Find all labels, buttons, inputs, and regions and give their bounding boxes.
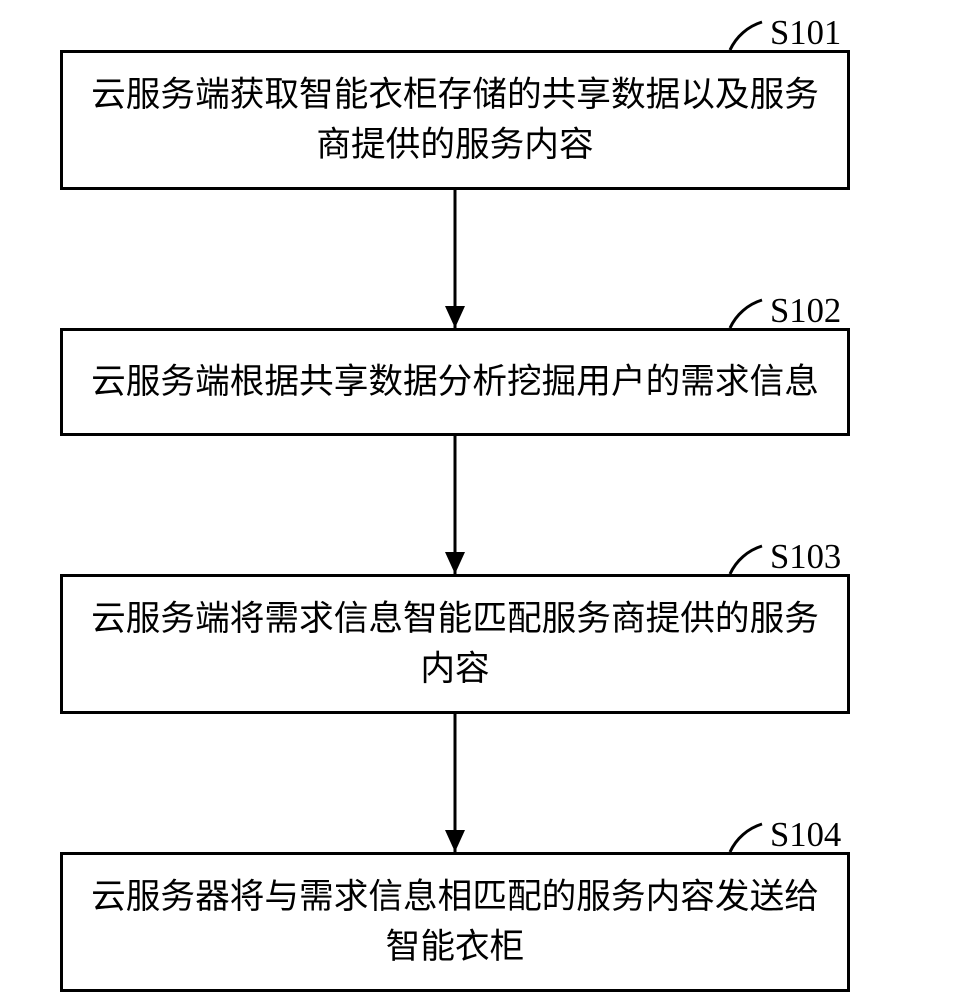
flowchart-stage: 云服务端获取智能衣柜存储的共享数据以及服务商提供的服务内容 S101 云服务端根…: [0, 0, 958, 1000]
flow-step-s104: 云服务器将与需求信息相匹配的服务内容发送给智能衣柜: [60, 852, 850, 992]
step-label-s101: S101: [770, 14, 841, 53]
flow-step-text: 云服务端根据共享数据分析挖掘用户的需求信息: [87, 357, 823, 407]
step-label-s103: S103: [770, 538, 841, 577]
flow-step-s102: 云服务端根据共享数据分析挖掘用户的需求信息: [60, 328, 850, 436]
step-label-s104: S104: [770, 816, 841, 855]
flow-step-text: 云服务器将与需求信息相匹配的服务内容发送给智能衣柜: [87, 872, 823, 973]
step-label-s102: S102: [770, 292, 841, 331]
flow-step-s101: 云服务端获取智能衣柜存储的共享数据以及服务商提供的服务内容: [60, 50, 850, 190]
flow-step-text: 云服务端将需求信息智能匹配服务商提供的服务内容: [87, 594, 823, 695]
flow-step-s103: 云服务端将需求信息智能匹配服务商提供的服务内容: [60, 574, 850, 714]
flow-step-text: 云服务端获取智能衣柜存储的共享数据以及服务商提供的服务内容: [87, 70, 823, 171]
